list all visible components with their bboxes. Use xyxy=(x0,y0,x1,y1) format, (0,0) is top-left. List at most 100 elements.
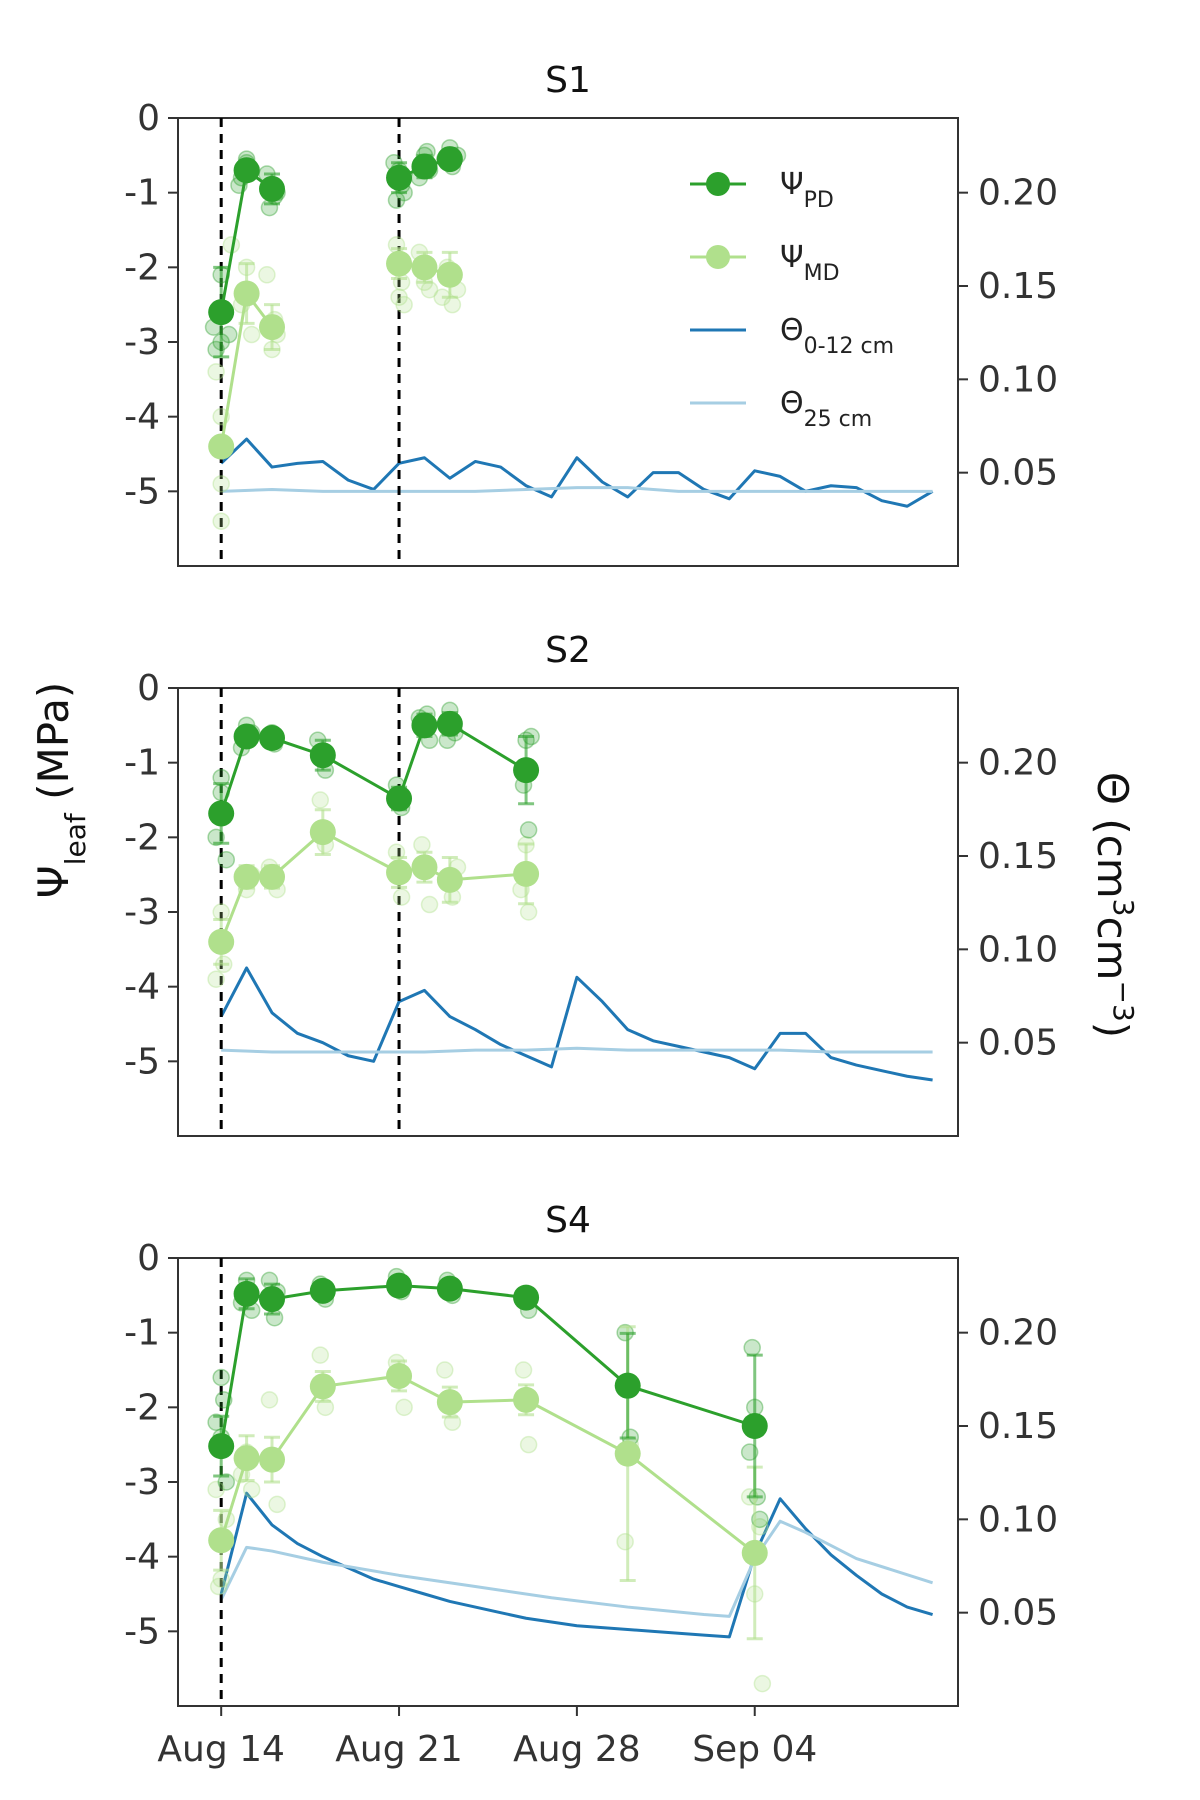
pd-individual-point xyxy=(217,1473,236,1491)
md-individual-point xyxy=(242,325,261,344)
right-tick-label: 0.10 xyxy=(978,929,1058,970)
md-individual-point xyxy=(209,1577,228,1596)
md-individual-point xyxy=(392,888,411,906)
theta012-line xyxy=(219,1491,934,1639)
left-tick-label: -5 xyxy=(124,1041,160,1082)
md-mean-point xyxy=(259,863,286,890)
pd-mean-point xyxy=(411,153,438,180)
theta25-line xyxy=(221,486,933,493)
pd-mean-point xyxy=(233,1280,260,1307)
md-individual-point xyxy=(387,236,406,254)
theta25-line xyxy=(219,1519,934,1618)
md-individual-point xyxy=(514,1361,533,1379)
md-individual-point xyxy=(390,288,408,306)
panel-title: S1 xyxy=(545,60,591,101)
legend-label-pd: ΨPD xyxy=(780,167,834,213)
md-individual-point xyxy=(311,1346,330,1364)
pd-mean-point xyxy=(436,1275,463,1302)
left-tick-label: 0 xyxy=(137,98,160,139)
md-individual-point xyxy=(395,295,413,314)
md-mean-point xyxy=(386,250,413,277)
md-individual-point xyxy=(258,266,276,284)
panel-s2: S2 0 -1 -2 -3 -4 -5 0.20 0.15 0.10 0.05 xyxy=(124,630,1058,1137)
right-tick-label: 0.15 xyxy=(978,836,1058,877)
pd-mean-point xyxy=(386,785,413,812)
right-tick-label: 0.15 xyxy=(978,1406,1058,1447)
md-individual-point xyxy=(311,791,330,809)
theta012-line xyxy=(219,966,933,1082)
x-tick-label: Sep 04 xyxy=(692,1729,817,1770)
x-tick-label: Aug 21 xyxy=(335,1729,463,1770)
pd-mean-point xyxy=(436,710,463,737)
pd-individual-point xyxy=(220,325,238,344)
md-individual-point xyxy=(212,903,230,921)
md-mean-point xyxy=(386,1362,413,1389)
legend-label-md: ΨMD xyxy=(780,240,840,286)
left-tick-label: -4 xyxy=(124,967,160,1008)
x-tick-label: Aug 28 xyxy=(513,1729,641,1770)
left-y-axis-label: Ψleaf (MPa) xyxy=(29,682,92,899)
md-mean-point xyxy=(436,1389,463,1416)
axes-frame xyxy=(177,1257,959,1707)
right-tick-label: 0.20 xyxy=(978,743,1058,784)
md-individual-point xyxy=(268,1495,286,1514)
md-mean-point xyxy=(259,314,286,341)
md-mean-line xyxy=(219,1374,756,1555)
md-mean-point xyxy=(233,280,260,307)
md-individual-point xyxy=(260,1391,279,1409)
panel-s1: S1 0 -1 -2 -3 -4 -5 0.20 0.15 0.10 0.05 ΨPD ΨMD Θ0-12… xyxy=(124,60,1058,567)
pd-mean-point xyxy=(513,757,540,784)
right-tick-label: 0.05 xyxy=(978,453,1058,494)
pd-mean-point xyxy=(513,1284,540,1311)
left-tick-label: -2 xyxy=(124,1387,160,1428)
md-individual-point xyxy=(212,512,230,530)
pd-mean-point xyxy=(233,723,260,750)
pd-mean-point xyxy=(208,1433,235,1460)
left-tick-label: -4 xyxy=(124,1537,160,1578)
pd-mean-point xyxy=(614,1372,641,1399)
right-y-axis-label: Θ (cm3cm−3) xyxy=(1088,772,1141,1038)
right-tick-label: 0.20 xyxy=(978,173,1058,214)
panel-title: S2 xyxy=(545,630,591,671)
left-tick-label: -2 xyxy=(124,247,160,288)
pd-mean-point xyxy=(309,742,336,769)
md-mean-point xyxy=(411,254,438,281)
md-individual-point xyxy=(519,903,538,921)
left-tick-label: 0 xyxy=(137,668,160,709)
pd-mean-point xyxy=(386,1272,413,1299)
left-tick-label: -4 xyxy=(124,397,160,438)
md-mean-point xyxy=(614,1440,641,1467)
md-mean-point xyxy=(208,928,235,955)
md-mean-point xyxy=(741,1539,768,1566)
pd-individual-point xyxy=(519,821,538,839)
md-individual-point xyxy=(242,1480,261,1499)
pd-mean-point xyxy=(386,164,413,191)
pd-mean-point xyxy=(741,1413,768,1439)
md-individual-point xyxy=(316,1398,335,1417)
left-tick-label: -3 xyxy=(124,322,160,363)
md-mean-point xyxy=(411,854,438,881)
md-mean-point xyxy=(233,863,260,890)
theta012-line xyxy=(220,437,934,508)
pd-mean-point xyxy=(436,146,463,173)
pd-mean-point xyxy=(208,800,235,827)
left-tick-label: -3 xyxy=(124,1462,160,1503)
md-mean-point xyxy=(208,1527,235,1554)
right-tick-label: 0.20 xyxy=(978,1313,1058,1354)
legend-label-theta012: Θ0-12 cm xyxy=(780,313,894,359)
md-individual-point xyxy=(753,1674,772,1693)
md-mean-point xyxy=(208,433,235,460)
panel-title: S4 xyxy=(545,1200,591,1241)
right-tick-label: 0.05 xyxy=(978,1593,1058,1634)
md-individual-point xyxy=(212,475,230,493)
md-individual-point xyxy=(207,1480,225,1499)
pd-mean-point xyxy=(259,1286,286,1313)
md-individual-point xyxy=(436,1361,454,1379)
panel-s4: S4 0 -1 -2 -3 -4 -5 0.20 0.15 0.10 0.05 Aug 14 Aug 2… xyxy=(124,1200,1058,1770)
md-individual-point xyxy=(413,836,431,854)
pd-mean-point xyxy=(208,299,235,326)
md-mean-point xyxy=(309,1373,336,1400)
pd-mean-point xyxy=(411,712,438,739)
pd-mean-point xyxy=(233,157,260,184)
